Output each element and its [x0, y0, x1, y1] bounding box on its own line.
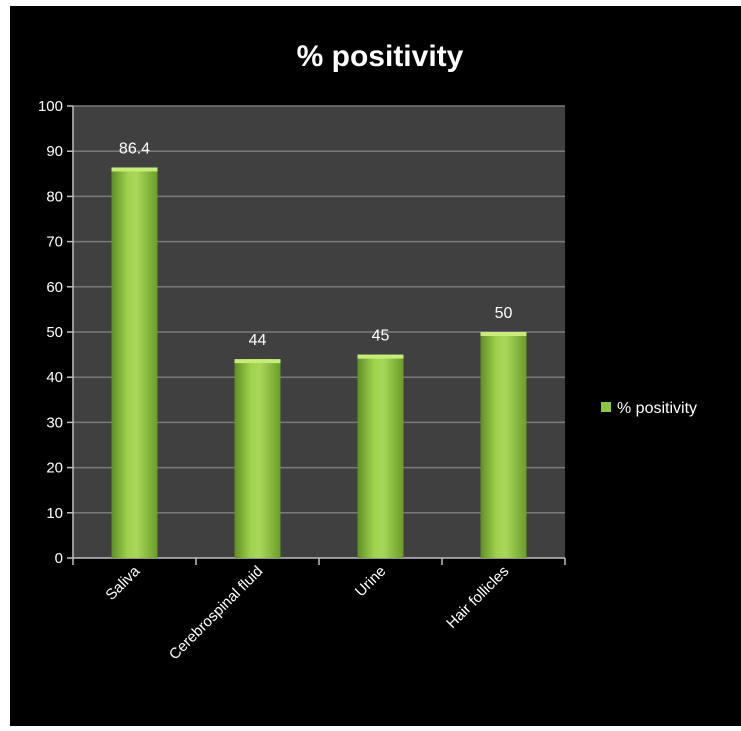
- legend-label: % positivity: [617, 400, 697, 417]
- bar-top-highlight: [480, 332, 527, 336]
- data-label: 50: [495, 305, 513, 322]
- bar-chart: % positivity 0 10 20 30 40 50 60 70 80 90 100 Sali…: [38, 40, 697, 663]
- y-tick-label: 70: [46, 234, 63, 251]
- y-tick-label: 0: [55, 550, 63, 567]
- y-tick-label: 90: [46, 143, 63, 160]
- legend-swatch: [601, 402, 611, 412]
- bar: [357, 354, 404, 558]
- bar-top-highlight: [357, 354, 404, 359]
- legend: % positivity: [601, 400, 697, 417]
- data-labels: 86.4 44 45 50: [119, 140, 513, 349]
- bar: [111, 167, 158, 559]
- y-tick-label: 40: [46, 369, 63, 386]
- chart-title: % positivity: [297, 40, 464, 73]
- y-tick-label: 80: [46, 188, 63, 205]
- y-tick-label: 10: [46, 505, 63, 522]
- data-label: 44: [249, 332, 267, 349]
- x-category-label: Cerebrospinal fluid: [166, 563, 266, 663]
- y-axis: 0 10 20 30 40 50 60 70 80 90 100: [38, 98, 74, 567]
- y-tick-label: 60: [46, 279, 63, 296]
- x-axis: Saliva Cerebrospinal fluid Urine Hair folli…: [72, 557, 566, 663]
- bar-top-highlight: [234, 359, 281, 364]
- x-category-label: Hair follicles: [443, 563, 512, 632]
- chart-container: % positivity 0 10 20 30 40 50 60 70 80 90 100 Sali…: [10, 6, 741, 726]
- bar: [234, 359, 281, 558]
- x-category-label: Saliva: [102, 562, 143, 603]
- bar-top-highlight: [111, 167, 158, 172]
- y-tick-label: 20: [46, 460, 63, 477]
- data-label: 86.4: [119, 140, 150, 157]
- y-tick-label: 100: [38, 98, 63, 115]
- y-tick-label: 50: [46, 324, 63, 341]
- data-label: 45: [372, 328, 390, 345]
- bar: [480, 332, 527, 558]
- bars: [111, 167, 527, 559]
- x-category-label: Urine: [352, 563, 389, 600]
- y-tick-label: 30: [46, 414, 63, 431]
